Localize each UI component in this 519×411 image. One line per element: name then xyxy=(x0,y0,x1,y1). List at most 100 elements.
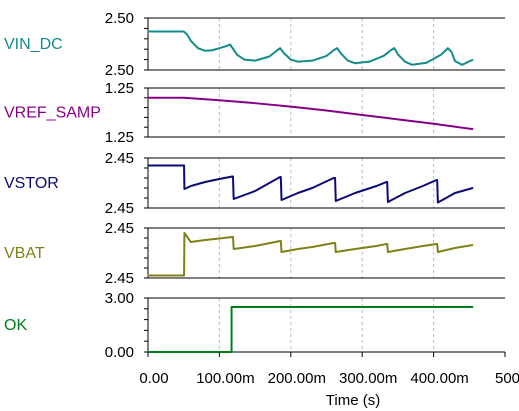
vbat-point-5 xyxy=(204,239,206,241)
vin-dc-point-23 xyxy=(336,47,338,49)
vin-dc-point-13 xyxy=(254,60,256,62)
vin-dc-point-2 xyxy=(186,34,188,36)
vbat-point-29 xyxy=(454,247,456,249)
vin-dc-point-0 xyxy=(147,30,149,33)
vref-samp-trace xyxy=(148,96,474,131)
ok-point-2 xyxy=(230,306,233,308)
vstor-point-30 xyxy=(472,187,474,189)
vbat-point-13 xyxy=(280,251,283,253)
vref-samp-signal-name: VREF_SAMP xyxy=(4,105,101,122)
vin-dc-point-5 xyxy=(204,50,206,52)
vstor-point-17 xyxy=(334,177,336,179)
vin-dc-y-bottom-label: 2.50 xyxy=(105,62,134,79)
vin-dc-point-21 xyxy=(325,55,328,57)
vstor-point-28 xyxy=(437,201,439,204)
vref-samp-point-1 xyxy=(183,97,185,99)
vref-samp-point-2 xyxy=(218,99,220,101)
vin-dc-point-8 xyxy=(225,45,228,47)
vbat-point-15 xyxy=(311,246,313,248)
x-tick-label-4: 400.00m xyxy=(410,370,468,387)
vin-dc-point-1 xyxy=(183,30,185,33)
vbat-signal-name: VBAT xyxy=(4,245,45,262)
vstor-point-20 xyxy=(375,185,378,187)
vin-dc-point-22 xyxy=(333,49,335,51)
vref-samp-point-4 xyxy=(290,106,292,108)
vstor-point-10 xyxy=(254,190,256,192)
vref-samp-point-6 xyxy=(361,114,363,116)
vstor-point-14 xyxy=(297,192,299,194)
vstor-trace xyxy=(148,164,474,204)
vin-dc-point-16 xyxy=(279,47,281,49)
vin-dc-point-7 xyxy=(218,47,220,49)
vin-dc-signal-name: VIN_DC xyxy=(4,36,63,53)
vbat-point-14 xyxy=(297,248,299,250)
vstor-point-2 xyxy=(183,164,185,167)
x-axis-title: Time (s) xyxy=(326,392,380,409)
vbat-point-24 xyxy=(404,248,406,250)
x-tick-label-1: 100.00m xyxy=(196,370,254,387)
vbat-point-27 xyxy=(436,243,438,245)
vbat-point-25 xyxy=(422,245,424,247)
vstor-point-6 xyxy=(218,178,220,180)
vin-dc-point-12 xyxy=(243,59,245,61)
vin-dc-point-34 xyxy=(425,62,428,64)
vbat-point-6 xyxy=(218,237,220,240)
vbat-y-bottom-label: 2.45 xyxy=(105,270,134,287)
vbat-point-20 xyxy=(375,245,378,247)
vin-dc-point-18 xyxy=(290,59,292,61)
vstor-y-bottom-label: 2.45 xyxy=(105,200,134,217)
vbat-point-30 xyxy=(472,244,474,246)
vin-dc-point-3 xyxy=(190,40,192,42)
vin-dc-point-17 xyxy=(283,52,285,54)
vstor-point-29 xyxy=(454,192,456,194)
vin-dc-trace xyxy=(148,30,474,66)
vref-samp-point-8 xyxy=(433,123,435,125)
vin-dc-point-39 xyxy=(461,64,463,66)
vbat-point-9 xyxy=(233,248,235,250)
ok-signal-name: OK xyxy=(4,317,27,334)
ok-y-bottom-label: 0.00 xyxy=(105,344,134,361)
vbat-point-18 xyxy=(335,251,337,253)
vin-dc-y-top-label: 2.50 xyxy=(105,10,134,27)
vbat-trace xyxy=(148,232,474,277)
vin-dc-point-33 xyxy=(411,64,413,66)
ok-point-1 xyxy=(230,351,233,353)
vbat-y-top-label: 2.45 xyxy=(105,220,134,237)
vin-dc-point-37 xyxy=(450,51,453,53)
vbat-point-19 xyxy=(354,248,356,250)
vstor-point-5 xyxy=(204,181,206,183)
vbat-point-17 xyxy=(334,242,336,244)
vbat-point-16 xyxy=(333,242,335,244)
vbat-point-22 xyxy=(386,243,388,245)
vstor-point-18 xyxy=(335,200,337,202)
vin-dc-point-36 xyxy=(447,47,449,49)
vstor-point-22 xyxy=(386,181,388,183)
vin-dc-point-28 xyxy=(383,55,385,57)
vstor-point-27 xyxy=(436,179,438,181)
vstor-point-9 xyxy=(233,198,235,200)
ok-y-top-label: 3.00 xyxy=(105,290,134,307)
vstor-point-8 xyxy=(232,175,234,178)
vin-dc-point-29 xyxy=(390,49,392,51)
vref-samp-point-9 xyxy=(472,128,474,130)
vref-samp-point-7 xyxy=(397,118,399,120)
vbat-point-4 xyxy=(190,241,192,243)
vref-samp-point-5 xyxy=(325,109,328,112)
x-tick-label-2: 200.00m xyxy=(268,370,326,387)
vstor-point-4 xyxy=(190,185,192,187)
vbat-point-23 xyxy=(387,251,389,253)
x-tick-label-0: 0.00 xyxy=(139,370,168,387)
vin-dc-point-11 xyxy=(236,54,238,56)
vbat-point-2 xyxy=(183,274,185,277)
vstor-point-25 xyxy=(422,185,424,187)
vbat-point-0 xyxy=(147,274,149,277)
vin-dc-point-10 xyxy=(231,47,233,49)
vstor-point-3 xyxy=(183,188,186,190)
vstor-point-12 xyxy=(280,176,282,178)
vref-samp-point-3 xyxy=(254,102,256,104)
vbat-point-28 xyxy=(437,251,439,253)
vin-dc-point-25 xyxy=(347,60,349,62)
vref-samp-y-top-label: 1.25 xyxy=(105,80,134,97)
vref-samp-y-bottom-label: 1.25 xyxy=(105,129,134,146)
vin-dc-point-20 xyxy=(311,60,313,62)
